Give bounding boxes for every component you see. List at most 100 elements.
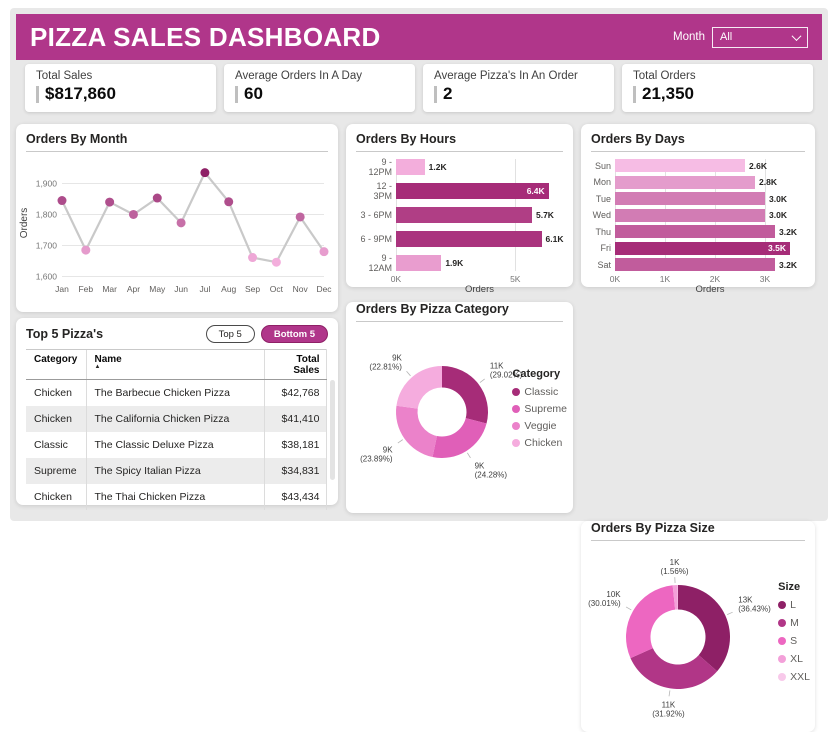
legend-label: L [790, 599, 796, 611]
bar-value-label: 3.2K [779, 260, 797, 270]
month-dropdown[interactable]: All [712, 27, 808, 48]
table-cell: Supreme [26, 458, 86, 484]
slice-label: (23.89%) [360, 454, 393, 463]
column-header-name[interactable]: Name▲ [86, 350, 264, 380]
legend-item-L[interactable]: L [778, 596, 810, 614]
legend-label: S [790, 635, 797, 647]
data-point-Jan[interactable] [58, 196, 67, 205]
table-cell: The Thai Chicken Pizza [86, 484, 264, 510]
legend-item-S[interactable]: S [778, 632, 810, 650]
legend-dot [778, 673, 786, 681]
svg-text:Oct: Oct [270, 284, 284, 294]
slice-Supreme[interactable] [433, 418, 487, 458]
legend-dot [512, 405, 520, 413]
table-cell: $43,434 [264, 484, 326, 510]
data-point-Sep[interactable] [248, 253, 257, 262]
slice-Veggie[interactable] [396, 406, 437, 457]
column-header-category[interactable]: Category [26, 350, 86, 380]
data-point-Feb[interactable] [81, 246, 90, 255]
slice-label: 1K [670, 558, 680, 567]
slice-L[interactable] [678, 585, 730, 671]
table-cell: $42,768 [264, 380, 326, 406]
bar-value-label: 1.9K [445, 258, 463, 268]
kpi-label: Average Pizza's In An Order [434, 70, 603, 82]
month-filter-label: Month [673, 31, 705, 43]
data-point-Aug[interactable] [224, 197, 233, 206]
legend-item-Classic[interactable]: Classic [512, 383, 567, 400]
svg-text:May: May [149, 284, 166, 294]
kpi-total-orders: Total Orders 21,350 [622, 64, 813, 112]
bar-value-label: 2.6K [749, 161, 767, 171]
slice-label: 9K [383, 445, 393, 454]
table-scrollbar[interactable] [330, 380, 335, 480]
bar-Wed[interactable]: 3.0K [615, 209, 765, 222]
kpi-value: $817,860 [45, 84, 116, 104]
bar-Fri[interactable]: 3.5K [615, 242, 790, 255]
bar-value-label: 2.8K [759, 177, 777, 187]
bar-value-label: 6.4K [527, 186, 545, 196]
slice-S[interactable] [626, 585, 675, 658]
bar-Tue[interactable]: 3.0K [615, 192, 765, 205]
kpi-label: Total Orders [633, 70, 802, 82]
bar-Thu[interactable]: 3.2K [615, 225, 775, 238]
bar-category-label: Mon [591, 177, 611, 187]
bar-Mon[interactable]: 2.8K [615, 176, 755, 189]
legend-item-M[interactable]: M [778, 614, 810, 632]
bar-12-3PM[interactable]: 6.4K [396, 183, 549, 199]
table-cell: Classic [26, 432, 86, 458]
legend-item-XL[interactable]: XL [778, 650, 810, 668]
orders-by-pizza-category-card: Orders By Pizza Category 11K(29.02%)9K(2… [346, 302, 573, 513]
data-point-Oct[interactable] [272, 258, 281, 267]
column-header-total-sales[interactable]: Total Sales [264, 350, 326, 380]
chart-title: Orders By Hours [356, 132, 563, 152]
bar-9-12PM[interactable]: 1.2K [396, 159, 425, 175]
bar-6-9PM[interactable]: 6.1K [396, 231, 542, 247]
bar-category-label: Fri [591, 243, 611, 253]
legend-item-XXL[interactable]: XXL [778, 668, 810, 686]
bar-Sun[interactable]: 2.6K [615, 159, 745, 172]
legend-item-Chicken[interactable]: Chicken [512, 434, 567, 451]
top5-button[interactable]: Top 5 [206, 325, 255, 343]
legend-item-Veggie[interactable]: Veggie [512, 417, 567, 434]
slice-Classic[interactable] [442, 366, 488, 423]
bar-value-label: 3.0K [769, 194, 787, 204]
legend-dot [778, 601, 786, 609]
x-tick: 2K [710, 274, 720, 284]
data-point-Jul[interactable] [200, 168, 209, 177]
slice-label: (36.43%) [738, 605, 771, 614]
kpi-accent-bar [633, 86, 636, 103]
bottom5-button[interactable]: Bottom 5 [261, 325, 328, 343]
bar-Sat[interactable]: 3.2K [615, 258, 775, 271]
data-point-Dec[interactable] [320, 247, 329, 256]
table-cell: Chicken [26, 484, 86, 510]
data-point-Jun[interactable] [177, 218, 186, 227]
dashboard: PIZZA SALES DASHBOARD Month All Total Sa… [10, 8, 828, 521]
orders-by-pizza-size-card: Orders By Pizza Size 13K(36.43%)11K(31.9… [581, 521, 815, 732]
slice-label: (30.01%) [588, 599, 621, 608]
svg-text:Aug: Aug [221, 284, 236, 294]
chart-title: Orders By Pizza Size [591, 521, 805, 541]
bar-9-12AM[interactable]: 1.9K [396, 255, 441, 271]
bar-category-label: Wed [591, 210, 611, 220]
data-point-Nov[interactable] [296, 212, 305, 221]
legend-dot [778, 619, 786, 627]
bar-3-6PM[interactable]: 5.7K [396, 207, 532, 223]
legend-label: XL [790, 653, 803, 665]
data-point-May[interactable] [153, 194, 162, 203]
slice-Chicken[interactable] [396, 366, 442, 409]
slice-label: 11K [490, 361, 504, 370]
legend-label: Veggie [524, 420, 556, 432]
bar-category-label: 3 - 6PM [356, 210, 392, 220]
data-point-Mar[interactable] [105, 198, 114, 207]
legend-item-Supreme[interactable]: Supreme [512, 400, 567, 417]
data-point-Apr[interactable] [129, 210, 138, 219]
